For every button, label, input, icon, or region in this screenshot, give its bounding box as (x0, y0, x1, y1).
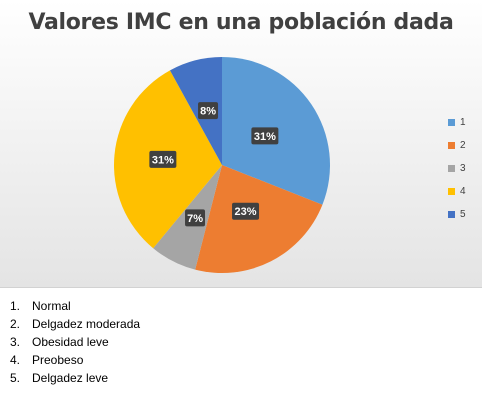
data-label-text: 31% (152, 154, 174, 166)
note-text: Preobeso (32, 353, 84, 367)
note-item: 4. Preobeso (10, 351, 140, 369)
note-number: 5. (10, 371, 21, 385)
pie-chart: 31% 23% 7% 31% 8% (113, 57, 330, 273)
note-text: Delgadez leve (32, 371, 109, 385)
data-label-3: 7% (185, 209, 206, 227)
legend-item-1: 1 (448, 111, 466, 134)
legend-item-2: 2 (448, 134, 466, 157)
note-text: Obesidad leve (32, 335, 109, 349)
legend-swatch (448, 165, 455, 172)
data-label-1: 31% (251, 127, 279, 145)
legend-label: 2 (460, 140, 466, 151)
legend-label: 1 (460, 117, 466, 128)
legend-swatch (448, 119, 455, 126)
chart-title: Valores IMC en una población dada (28, 10, 454, 35)
legend-item-3: 3 (448, 157, 466, 180)
data-label-box (198, 102, 219, 120)
data-label-text: 7% (187, 213, 203, 225)
data-label-2: 23% (232, 202, 260, 220)
note-item: 5. Delgadez leve (10, 369, 140, 387)
note-number: 2. (10, 317, 21, 331)
note-number: 1. (10, 299, 21, 313)
pie-slice-2 (195, 165, 323, 273)
note-text: Normal (32, 299, 71, 313)
data-label-4: 31% (149, 150, 177, 168)
legend-label: 4 (460, 186, 466, 197)
legend-swatch (448, 211, 455, 218)
note-number: 3. (10, 335, 21, 349)
data-label-text: 23% (235, 206, 257, 218)
pie-slice-5 (169, 57, 222, 165)
legend-item-4: 4 (448, 180, 466, 203)
note-item: 3. Obesidad leve (10, 333, 140, 351)
legend-swatch (448, 142, 455, 149)
legend-label: 3 (460, 163, 466, 174)
legend-swatch (448, 188, 455, 195)
data-label-5: 8% (198, 102, 219, 120)
data-label-box (251, 127, 279, 145)
legend-label: 5 (460, 209, 466, 220)
legend-item-5: 5 (448, 203, 466, 226)
note-text: Delgadez moderada (32, 317, 141, 331)
note-number: 4. (10, 353, 21, 367)
chart-area: Valores IMC en una población dada 31% 23%… (0, 0, 482, 288)
data-label-box (149, 150, 177, 168)
data-label-text: 31% (254, 131, 276, 143)
data-label-text: 8% (200, 106, 216, 118)
category-notes-list: 1. Normal 2. Delgadez moderada 3. Obesidad le… (10, 297, 140, 387)
data-label-box (232, 202, 260, 220)
note-item: 2. Delgadez moderada (10, 315, 140, 333)
note-item: 1. Normal (10, 297, 140, 315)
legend: 1 2 3 4 5 (448, 111, 466, 226)
data-label-box (185, 209, 206, 227)
